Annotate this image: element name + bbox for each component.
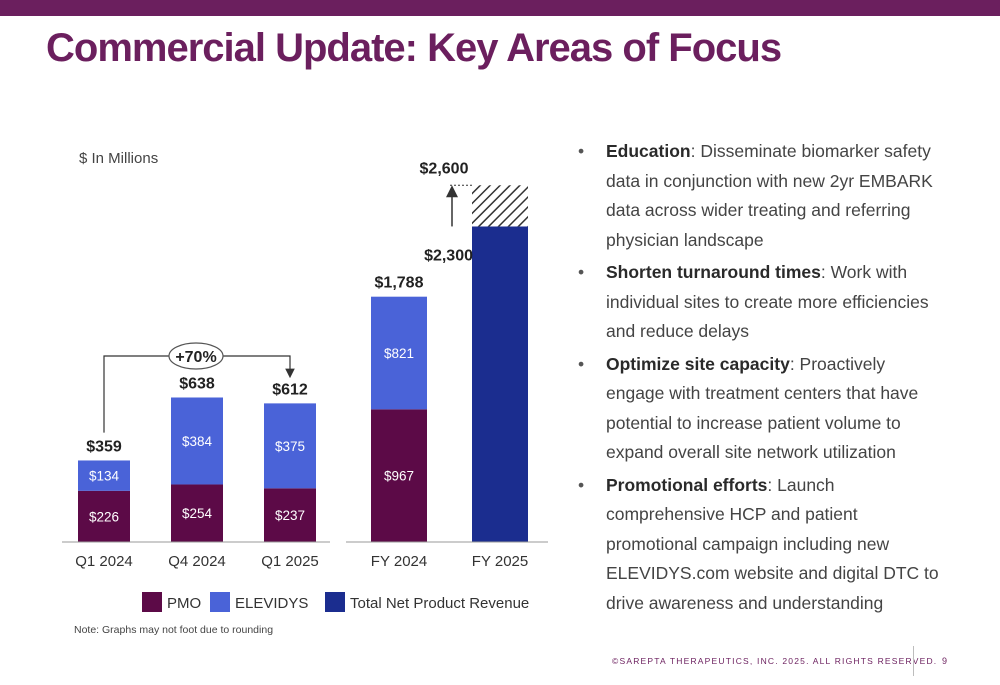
label-elevidys-0: $134 — [89, 469, 120, 484]
growth-label: +70% — [175, 349, 216, 366]
bar-elevidys-2 — [264, 403, 316, 489]
legend-swatch-elevidys — [210, 592, 230, 612]
bullet-education: Education: Disseminate biomarker safety … — [578, 137, 948, 255]
bar-pmo-2 — [264, 488, 316, 542]
page-number: 9 — [942, 656, 948, 666]
bullet-promotional: Promotional efforts: Launch comprehensiv… — [578, 471, 948, 619]
label-total-fy2024: $1,788 — [375, 275, 424, 292]
bar-pmo-1 — [171, 484, 223, 542]
top-accent-bar — [0, 0, 1000, 16]
bar-guidance-range-fy2025 — [472, 185, 528, 227]
bar-total-fy2025 — [472, 226, 528, 542]
tick-label-q-2: Q1 2025 — [261, 553, 319, 570]
label-low-fy2025: $2,300 — [424, 247, 473, 264]
label-elevidys-2: $375 — [275, 439, 305, 454]
copyright-footer: ©SAREPTA THERAPEUTICS, INC. 2025. ALL RI… — [612, 656, 938, 666]
label-pmo-0: $226 — [89, 509, 119, 524]
growth-badge — [168, 342, 224, 370]
label-pmo-2: $237 — [275, 508, 305, 523]
tick-label-fy-1: FY 2025 — [472, 553, 528, 570]
label-pmo-1: $254 — [182, 506, 213, 521]
tick-label-q-0: Q1 2024 — [75, 553, 133, 570]
bar-pmo-0 — [78, 490, 130, 542]
tick-label-fy-0: FY 2024 — [371, 553, 427, 570]
bar-elevidys-1 — [171, 397, 223, 485]
legend-label-pmo: PMO — [167, 595, 201, 612]
annual-bars: $967 $821 $1,788 FY 2024 FY 2025 — [346, 185, 548, 570]
chart-annotations: +70% $2,600 $2,300 — [103, 160, 473, 433]
legend-swatch-total — [325, 592, 345, 612]
legend-swatch-pmo — [142, 592, 162, 612]
unit-label: $ In Millions — [79, 150, 158, 167]
slide-title: Commercial Update: Key Areas of Focus — [46, 26, 782, 70]
legend-label-elevidys: ELEVIDYS — [235, 595, 308, 612]
label-pmo-fy2024: $967 — [384, 469, 414, 484]
label-elevidys-fy2024: $821 — [384, 346, 414, 361]
focus-bullets: Education: Disseminate biomarker safety … — [578, 137, 948, 621]
label-total-1: $638 — [179, 375, 215, 392]
label-high-fy2025: $2,600 — [420, 160, 469, 177]
label-total-2: $612 — [272, 381, 308, 398]
revenue-chart: $ In Millions $226 $134 $359 Q1 2024 $254 $38… — [62, 150, 548, 635]
label-elevidys-1: $384 — [182, 434, 213, 449]
chart-legend: PMO ELEVIDYS Total Net Product Revenue — [142, 592, 529, 612]
footer-divider — [913, 646, 914, 676]
bar-elevidys-fy2024 — [371, 296, 427, 410]
bullet-turnaround: Shorten turnaround times: Work with indi… — [578, 258, 948, 347]
quarterly-bars: $226 $134 $359 Q1 2024 $254 $384 $638 Q4 2024 $2… — [62, 375, 330, 570]
legend-label-total: Total Net Product Revenue — [350, 595, 529, 612]
bar-pmo-fy2024 — [371, 409, 427, 542]
label-total-0: $359 — [86, 438, 122, 455]
tick-label-q-1: Q4 2024 — [168, 553, 226, 570]
bar-elevidys-0 — [78, 460, 130, 491]
chart-note: Note: Graphs may not foot due to roundin… — [74, 624, 273, 635]
bullet-capacity: Optimize site capacity: Proactively enga… — [578, 350, 948, 468]
